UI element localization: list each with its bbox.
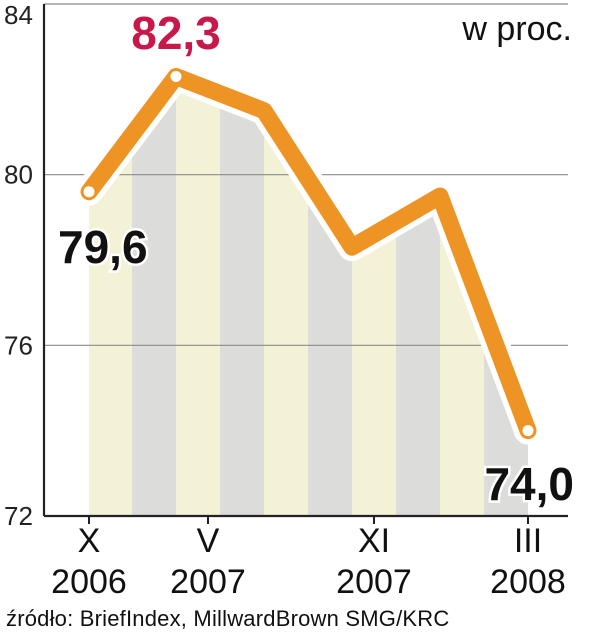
band-light <box>264 110 308 517</box>
data-label: 82,3 <box>131 7 221 59</box>
band-light <box>89 134 132 516</box>
gridlines <box>42 3 568 518</box>
band-light <box>440 196 484 516</box>
band-light <box>176 76 220 517</box>
x-tick-label-line2: 2008 <box>490 563 566 601</box>
y-tick-label: 76 <box>4 330 33 360</box>
data-label: 74,0 <box>484 458 574 510</box>
band-gray <box>308 178 352 516</box>
data-label: 79,6 <box>58 221 148 273</box>
y-tick-label: 84 <box>4 0 33 30</box>
series-line <box>75 62 542 445</box>
x-tick-label-line2: 2007 <box>336 563 412 601</box>
data-labels: 79,6 82,3 74,0 <box>56 5 577 513</box>
data-point <box>170 71 182 83</box>
y-tick-label: 80 <box>4 160 33 190</box>
x-tick-label-line1: III <box>514 522 542 560</box>
unit-label: w proc. <box>461 10 572 48</box>
y-axis-ticks: 72 76 80 84 <box>4 0 33 531</box>
band-gray <box>396 196 440 516</box>
data-point <box>83 186 95 198</box>
band-light <box>352 221 396 516</box>
series-line <box>80 68 537 440</box>
band-gray <box>220 93 264 516</box>
source-note: źródło: BriefIndex, MillwardBrown SMG/KR… <box>6 606 450 631</box>
x-tick-label-line2: 2006 <box>51 563 127 601</box>
x-tick-label-line2: 2007 <box>170 563 246 601</box>
x-tick-label-line1: XI <box>358 522 390 560</box>
x-tick-label-line1: X <box>78 522 101 560</box>
background-bands <box>89 76 528 517</box>
band-gray <box>132 76 176 517</box>
x-tick-label-line1: V <box>197 522 220 560</box>
y-tick-label: 72 <box>4 501 33 531</box>
data-point <box>522 425 534 437</box>
